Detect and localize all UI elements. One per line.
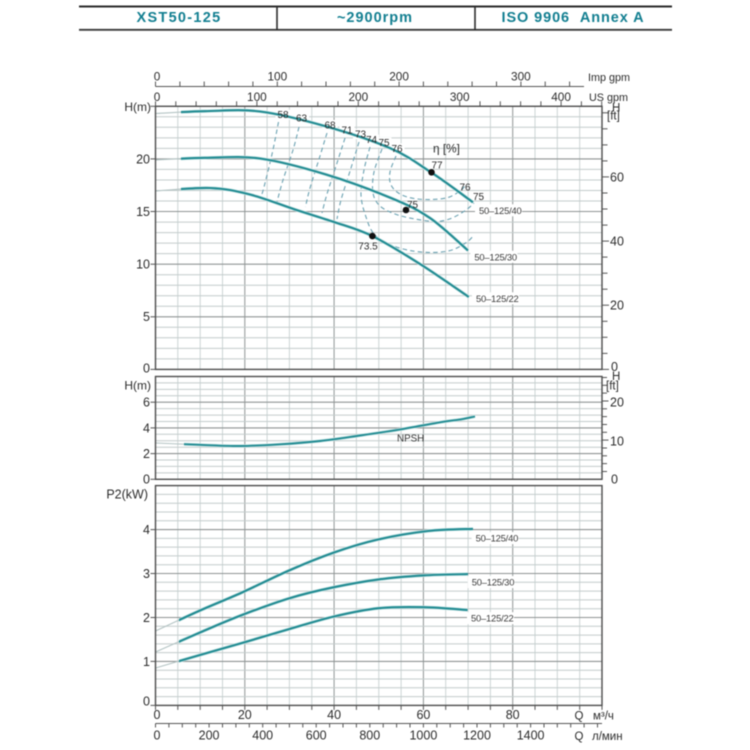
svg-text:~2900rpm: ~2900rpm [337,10,413,26]
svg-text:15: 15 [136,205,150,219]
svg-text:40: 40 [327,708,341,722]
svg-text:50–125/22: 50–125/22 [476,293,519,304]
svg-text:η [%]: η [%] [433,141,460,155]
svg-text:US gpm: US gpm [589,92,628,104]
svg-text:76: 76 [459,183,471,194]
svg-text:4: 4 [143,421,150,435]
svg-text:20: 20 [136,152,150,166]
svg-text:76: 76 [391,144,403,155]
svg-text:NPSH: NPSH [397,434,424,445]
svg-text:5: 5 [143,310,150,324]
svg-text:10: 10 [610,435,624,449]
svg-text:1000: 1000 [409,729,437,743]
svg-text:50–125/40: 50–125/40 [476,533,519,544]
svg-text:20: 20 [610,299,624,313]
svg-text:4: 4 [143,523,150,537]
svg-text:77: 77 [431,160,443,171]
svg-text:58: 58 [277,110,289,121]
svg-text:3: 3 [143,567,150,581]
svg-text:0: 0 [154,70,161,84]
svg-text:20: 20 [238,708,252,722]
svg-text:60: 60 [416,708,430,722]
svg-text:50–125/40: 50–125/40 [479,205,522,216]
svg-text:100: 100 [267,70,287,84]
svg-text:74: 74 [366,135,378,146]
svg-text:л/мин: л/мин [592,731,623,743]
svg-text:H(m): H(m) [124,379,151,393]
svg-text:200: 200 [389,70,409,84]
svg-text:50–125/22: 50–125/22 [471,613,514,624]
svg-text:XST50-125: XST50-125 [136,10,221,26]
svg-text:71: 71 [341,125,353,136]
svg-text:20: 20 [610,396,624,410]
svg-text:0: 0 [143,362,150,376]
svg-text:400: 400 [252,729,273,743]
svg-text:73.5: 73.5 [358,241,378,252]
svg-text:73: 73 [355,130,367,141]
svg-text:75: 75 [378,138,390,149]
svg-text:40: 40 [610,235,624,249]
svg-text:1400: 1400 [517,729,545,743]
svg-text:Imp gpm: Imp gpm [588,72,630,84]
svg-text:60: 60 [610,170,624,184]
svg-text:200: 200 [199,729,220,743]
svg-text:0: 0 [154,708,161,722]
svg-text:ISO 9906 Annex A: ISO 9906 Annex A [502,10,645,26]
svg-text:600: 600 [306,729,327,743]
svg-text:0: 0 [154,729,161,743]
svg-text:P2(kW): P2(kW) [106,487,148,501]
svg-text:0: 0 [154,90,161,104]
svg-text:[ft]: [ft] [607,111,620,123]
svg-text:6: 6 [143,396,150,410]
svg-text:75: 75 [473,192,485,203]
svg-text:800: 800 [359,729,380,743]
svg-text:0: 0 [143,472,150,486]
svg-text:400: 400 [551,90,571,104]
svg-text:50–125/30: 50–125/30 [474,251,517,262]
svg-text:63: 63 [296,114,308,125]
svg-text:м³/ч: м³/ч [593,711,614,723]
svg-text:200: 200 [348,90,368,104]
svg-text:2: 2 [143,447,150,461]
svg-text:1200: 1200 [463,729,491,743]
svg-text:2: 2 [143,611,150,625]
svg-text:H(m): H(m) [124,100,151,114]
svg-text:10: 10 [136,258,150,272]
svg-text:1: 1 [143,655,150,669]
svg-text:50–125/30: 50–125/30 [472,577,515,588]
svg-text:300: 300 [511,70,531,84]
svg-text:H: H [612,371,620,383]
svg-text:68: 68 [324,120,336,131]
svg-text:H: H [612,103,620,115]
svg-text:[ft]: [ft] [606,381,619,393]
svg-text:0: 0 [143,695,150,709]
svg-text:300: 300 [450,90,470,104]
svg-text:Q: Q [575,731,584,743]
svg-text:75: 75 [407,200,419,211]
svg-text:Q: Q [575,711,584,723]
svg-text:0: 0 [611,360,618,374]
svg-text:100: 100 [247,90,267,104]
svg-text:80: 80 [506,708,520,722]
svg-text:0: 0 [611,472,618,486]
